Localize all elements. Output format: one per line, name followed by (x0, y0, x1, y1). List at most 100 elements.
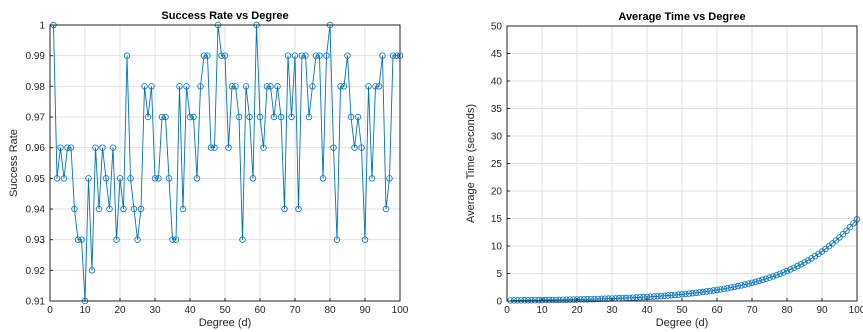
x-tick-label: 20 (114, 305, 126, 316)
y-tick-label: 0.93 (26, 235, 46, 246)
data-point (808, 255, 815, 262)
data-point (211, 144, 218, 151)
data-point (741, 281, 749, 288)
data-point (524, 297, 532, 304)
y-tick-label: 20 (491, 187, 503, 198)
data-point (678, 291, 686, 298)
data-point (507, 297, 514, 304)
data-point (85, 175, 92, 182)
data-point (549, 296, 556, 304)
data-point (246, 113, 253, 121)
x-axis-label-right: Degree (d) (656, 317, 709, 329)
x-tick-label: 0 (504, 305, 510, 316)
chart-title-left: Success Rate vs Degree (161, 10, 288, 22)
x-tick-label: 40 (184, 305, 196, 316)
data-point (71, 205, 78, 213)
data-point (633, 294, 640, 301)
data-point (57, 144, 64, 151)
data-point (531, 296, 539, 304)
data-point (748, 279, 756, 286)
grid-right (507, 26, 857, 301)
data-point (731, 283, 738, 291)
data-point (514, 297, 521, 304)
data-point (99, 144, 106, 151)
data-point (197, 83, 204, 90)
data-point (773, 271, 780, 279)
data-point (706, 287, 714, 295)
data-point (109, 144, 117, 151)
data-point (193, 175, 201, 182)
series-line (53, 24, 400, 302)
y-axis-label-right: Average Time (seconds) (465, 104, 477, 223)
data-point (755, 277, 763, 285)
chart-title-right: Average Time vs Degree (618, 11, 745, 23)
data-point (552, 296, 560, 304)
data-point (92, 144, 99, 151)
data-point (580, 296, 588, 303)
chart-left: 0 10 20 30 40 50 60 70 80 90 100 0.910.920.930.940… (8, 10, 409, 329)
data-point (850, 220, 857, 227)
data-point (172, 236, 180, 243)
data-point (563, 296, 570, 303)
data-point (587, 295, 595, 303)
chart-right: 0 10 20 30 40 50 60 70 80 90 100 0 5 10 15 20 25 30 35 40 4… (465, 11, 863, 329)
y-tick-label: 0.97 (26, 113, 46, 124)
x-tick-label: 30 (149, 305, 161, 316)
data-point (141, 83, 148, 90)
data-point (344, 52, 351, 59)
data-point (337, 83, 344, 90)
data-point (365, 83, 372, 90)
data-point (312, 52, 320, 59)
data-point (368, 175, 376, 182)
x-tick-label: 70 (746, 305, 758, 316)
y-tick-label: 0.92 (26, 266, 46, 277)
x-tick-label: 60 (254, 305, 266, 316)
data-point (382, 205, 390, 213)
data-point (190, 113, 197, 121)
data-point (256, 113, 264, 121)
data-point (60, 175, 68, 182)
data-point (116, 175, 124, 182)
data-point (664, 292, 672, 299)
data-point (787, 266, 794, 273)
data-point (225, 144, 232, 151)
y-tick-label: 35 (491, 104, 503, 115)
data-point (298, 52, 306, 59)
data-point (358, 144, 365, 151)
data-point (668, 292, 675, 299)
data-point (601, 295, 609, 302)
data-point (64, 144, 71, 151)
series-left (50, 21, 404, 305)
data-point (811, 252, 819, 260)
data-point (769, 273, 777, 280)
data-point (186, 113, 194, 121)
y-tick-label: 1 (39, 21, 45, 32)
data-point (228, 83, 236, 90)
data-point (556, 296, 563, 304)
data-point (689, 289, 696, 297)
y-tick-label: 0.98 (26, 82, 46, 93)
data-point (134, 236, 141, 243)
data-point (685, 290, 693, 297)
data-point (309, 83, 316, 90)
data-point (724, 284, 731, 292)
data-point (78, 236, 85, 243)
data-point (120, 205, 127, 213)
data-point (717, 286, 724, 293)
data-point (794, 262, 801, 270)
data-point (776, 270, 784, 278)
data-point (720, 285, 728, 292)
y-tick-label: 0.91 (26, 297, 46, 308)
x-tick-label: 60 (711, 305, 723, 316)
data-point (347, 113, 355, 121)
data-point (288, 113, 295, 121)
data-point (804, 257, 812, 264)
y-tick-label: 45 (491, 49, 503, 60)
data-point (629, 294, 637, 301)
x-tick-label: 30 (606, 305, 618, 316)
data-point (636, 294, 644, 301)
data-point (169, 236, 176, 243)
x-tick-label: 100 (392, 305, 409, 316)
data-point (67, 144, 75, 151)
data-point (521, 297, 528, 304)
